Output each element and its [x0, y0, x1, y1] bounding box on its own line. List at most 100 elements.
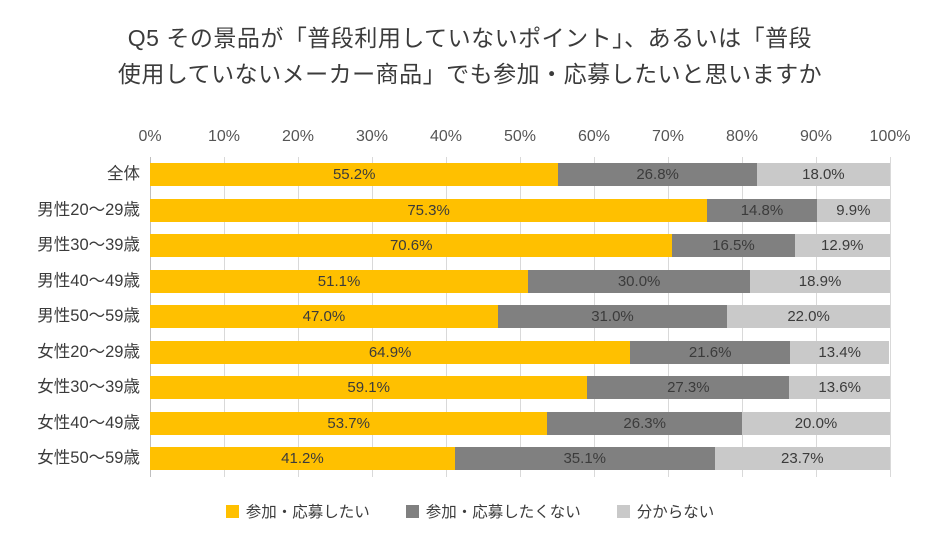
- bar-row: 女性50〜59歳 41.2% 35.1% 23.7%: [37, 441, 890, 477]
- stacked-bar: 75.3% 14.8% 9.9%: [150, 198, 890, 222]
- x-axis-tick-90: 90%: [799, 128, 833, 145]
- bar-segment: 18.0%: [756, 163, 890, 186]
- category-label: 女性40〜49歳: [37, 413, 140, 432]
- bar-row: 男性40〜49歳 51.1% 30.0% 18.9%: [37, 264, 890, 300]
- legend-swatch-icon: [405, 504, 419, 518]
- bar-segment: 31.0%: [497, 305, 728, 329]
- bar-value-label: 64.9%: [368, 343, 412, 361]
- bar-segment: 26.8%: [558, 163, 757, 186]
- x-axis-tick-50: 50%: [503, 128, 537, 145]
- bar-segment: 18.9%: [750, 269, 890, 293]
- legend-item[interactable]: 参加・応募したい: [225, 500, 370, 522]
- stacked-bar: 51.1% 30.0% 18.9%: [150, 269, 890, 293]
- category-label: 女性20〜29歳: [37, 342, 140, 361]
- stacked-bar: 59.1% 27.3% 13.6%: [150, 376, 890, 400]
- x-axis-tick-80: 80%: [725, 128, 759, 145]
- chart-title-line-1: Q5 その景品が「普段利用していないポイント」、あるいは「普段: [127, 25, 813, 51]
- bar-value-label: 41.2%: [281, 450, 324, 468]
- bar-value-label: 55.2%: [332, 166, 376, 183]
- stacked-bar: 47.0% 31.0% 22.0%: [150, 305, 890, 329]
- x-axis-tick-labels: 0% 10% 20% 30% 40% 50% 60% 70% 80% 90% 100%: [138, 128, 910, 150]
- x-axis-tick-70: 70%: [651, 128, 685, 145]
- x-axis-tick-40: 40%: [429, 128, 463, 145]
- bar-value-label: 35.1%: [563, 450, 607, 468]
- bar-value-label: 53.7%: [327, 414, 370, 432]
- chart-title-line-2: 使用していないメーカー商品」でも参加・応募したいと思いますか: [117, 61, 823, 87]
- bar-segment: 41.2%: [150, 447, 455, 471]
- bar-value-label: 59.1%: [347, 379, 390, 397]
- bar-segment: 9.9%: [816, 198, 890, 222]
- bar-row: 男性20〜29歳 75.3% 14.8% 9.9%: [37, 193, 890, 229]
- bar-value-label: 26.3%: [623, 414, 666, 432]
- x-axis-tick-30: 30%: [355, 128, 389, 145]
- bar-value-label: 47.0%: [302, 308, 346, 326]
- bar-row: 女性20〜29歳 64.9% 21.6% 13.4%: [37, 335, 890, 371]
- stacked-bar: 41.2% 35.1% 23.7%: [150, 447, 890, 471]
- bar-rows: 全体 55.2% 26.8% 18.0% 男性20〜29歳 75.3% 14.8% 9.9% 男…: [37, 157, 890, 477]
- bar-row: 女性40〜49歳 53.7% 26.3% 20.0%: [37, 406, 890, 442]
- category-label: 全体: [107, 165, 140, 183]
- bar-value-label: 14.8%: [740, 201, 784, 219]
- bar-value-label: 51.1%: [317, 272, 361, 290]
- bar-segment: 12.9%: [794, 234, 890, 258]
- legend-swatch-icon: [225, 504, 239, 518]
- bar-value-label: 23.7%: [781, 450, 824, 468]
- legend-item[interactable]: 分からない: [616, 500, 715, 522]
- stacked-bar: 55.2% 26.8% 18.0%: [150, 163, 890, 186]
- category-label: 男性20〜29歳: [37, 200, 140, 219]
- bar-segment: 55.2%: [150, 163, 559, 186]
- category-label: 女性30〜39歳: [37, 378, 140, 397]
- bar-value-label: 13.6%: [818, 379, 861, 397]
- bar-value-label: 13.4%: [818, 343, 861, 361]
- stacked-bar: 64.9% 21.6% 13.4%: [150, 340, 890, 364]
- bar-segment: 47.0%: [150, 305, 498, 329]
- bar-segment: 51.1%: [150, 269, 529, 293]
- bar-value-label: 30.0%: [617, 272, 661, 290]
- bar-value-label: 12.9%: [820, 237, 864, 255]
- x-axis-tick-0: 0%: [138, 128, 162, 145]
- category-label: 男性30〜39歳: [37, 236, 140, 255]
- bar-value-label: 20.0%: [794, 414, 838, 432]
- bar-segment: 53.7%: [150, 411, 548, 435]
- bar-value-label: 26.8%: [636, 166, 679, 183]
- stacked-bar: 70.6% 16.5% 12.9%: [150, 234, 890, 258]
- legend-label: 分からない: [636, 504, 715, 521]
- category-label: 男性40〜49歳: [37, 271, 140, 290]
- bar-value-label: 75.3%: [407, 201, 450, 219]
- bar-segment: 21.6%: [630, 340, 791, 364]
- legend-label: 参加・応募したくない: [425, 504, 581, 521]
- bar-segment: 35.1%: [454, 447, 715, 471]
- legend-item[interactable]: 参加・応募したくない: [405, 500, 581, 522]
- bar-segment: 13.4%: [790, 340, 890, 364]
- bar-segment: 70.6%: [150, 234, 673, 258]
- bar-segment: 27.3%: [587, 376, 790, 400]
- bar-segment: 20.0%: [742, 411, 890, 435]
- gridline-100: [890, 157, 891, 477]
- legend-swatch-icon: [616, 504, 630, 518]
- bar-segment: 26.3%: [547, 411, 742, 435]
- bar-value-label: 18.9%: [798, 272, 842, 290]
- bar-value-label: 16.5%: [712, 237, 755, 255]
- bar-segment: 59.1%: [150, 376, 588, 400]
- bar-segment: 22.0%: [727, 305, 890, 329]
- x-axis-tick-60: 60%: [577, 128, 611, 145]
- bar-row: 女性30〜39歳 59.1% 27.3% 13.6%: [37, 370, 890, 406]
- bar-segment: 13.6%: [789, 376, 890, 400]
- x-axis-tick-20: 20%: [281, 128, 315, 145]
- category-label: 女性50〜59歳: [37, 449, 140, 468]
- bar-segment: 14.8%: [707, 198, 817, 222]
- x-axis-tick-10: 10%: [207, 128, 241, 145]
- bar-value-label: 22.0%: [787, 308, 830, 326]
- bar-value-label: 31.0%: [591, 308, 634, 326]
- bar-row: 全体 55.2% 26.8% 18.0%: [107, 157, 890, 193]
- bar-segment: 23.7%: [714, 447, 890, 471]
- legend-label: 参加・応募したい: [245, 504, 370, 521]
- bar-value-label: 27.3%: [667, 379, 710, 397]
- bar-row: 男性30〜39歳 70.6% 16.5% 12.9%: [37, 228, 890, 264]
- category-label: 男性50〜59歳: [37, 307, 140, 326]
- bar-segment: 64.9%: [150, 340, 631, 364]
- bar-value-label: 70.6%: [389, 237, 433, 255]
- x-axis-tick-100: 100%: [869, 128, 911, 145]
- plot-area: 全体 55.2% 26.8% 18.0% 男性20〜29歳 75.3% 14.8% 9.9% 男…: [37, 157, 891, 477]
